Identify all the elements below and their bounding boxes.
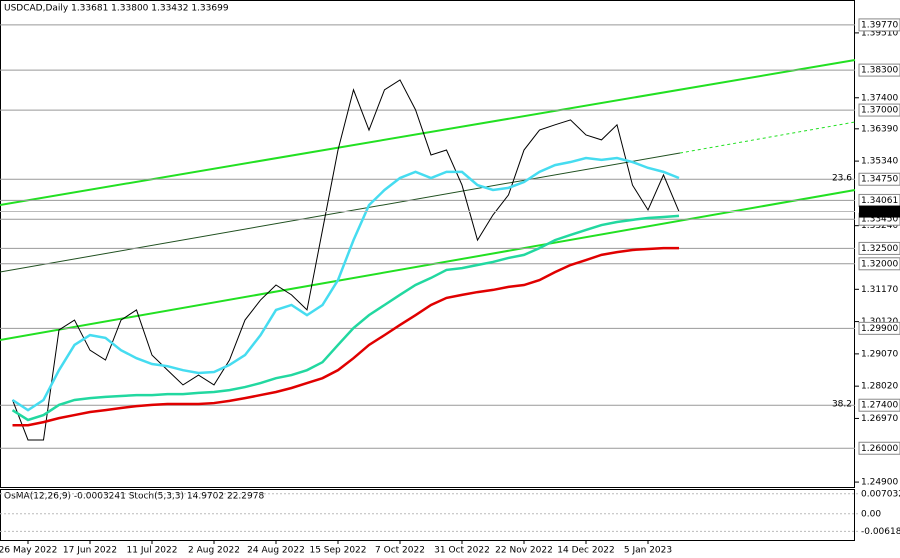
y-tick-label: 1.33240 (861, 221, 898, 231)
level-label: 1.29900 (861, 324, 898, 334)
y-tick-label: 1.31170 (861, 285, 898, 295)
x-tick-label: 7 Oct 2022 (375, 546, 425, 556)
y-tick-label: 1.29070 (861, 349, 898, 359)
level-box (858, 241, 900, 255)
channel-lower (0, 189, 856, 341)
level-box (858, 63, 900, 77)
level-label: 1.37000 (861, 106, 898, 116)
level-box (858, 441, 900, 455)
y-tick-label: 1.39510 (861, 28, 898, 38)
last-price-label: 1.33699 (861, 207, 898, 217)
level-box (858, 257, 900, 271)
x-tick-label: 14 Dec 2022 (557, 546, 615, 556)
level-label: 1.26000 (861, 444, 898, 454)
y-tick-label: 1.24900 (861, 478, 898, 488)
level-label: 1.39770 (861, 20, 898, 30)
series-line (12, 79, 680, 441)
level-label: 1.33450 (861, 215, 898, 225)
fib-label: 38.2 (832, 400, 852, 410)
channel-mid (0, 152, 681, 273)
fib-label: 23.6 (832, 174, 852, 184)
osc-tick-label: 0.007032 (861, 489, 900, 499)
x-tick-label: 24 Aug 2022 (247, 546, 305, 556)
y-tick-label: 1.36390 (861, 124, 898, 134)
x-tick-label: 31 Oct 2022 (434, 546, 490, 556)
series-line (11, 214, 680, 422)
oscillator-panel (0, 489, 855, 541)
level-box (858, 398, 900, 412)
x-tick-label: 15 Sep 2022 (309, 546, 366, 556)
level-box (858, 321, 900, 335)
x-tick-label: 2 Aug 2022 (188, 546, 240, 556)
oscillator-title: OsMA(12,26,9) -0.0003241 Stoch(5,3,3) 14… (4, 492, 264, 502)
y-tick-label: 1.35340 (861, 157, 898, 167)
level-label: 1.32000 (861, 259, 898, 269)
osc-tick-label: -0.006188 (861, 527, 900, 537)
level-box (858, 172, 900, 186)
price-panel (0, 0, 855, 488)
y-tick-label: 1.37400 (861, 93, 898, 103)
level-box (858, 18, 900, 32)
series-line (11, 156, 680, 412)
level-label: 1.34750 (861, 175, 898, 185)
x-tick-label: 11 Jul 2022 (127, 546, 178, 556)
x-tick-label: 26 May 2022 (0, 546, 57, 556)
channel-upper (0, 59, 856, 206)
y-tick-label: 1.26970 (861, 414, 898, 424)
y-tick-label: 1.28020 (861, 382, 898, 392)
level-label: 1.34061 (861, 196, 898, 206)
level-label: 1.27400 (861, 401, 898, 411)
last-price-box (859, 205, 900, 218)
series-line (12, 246, 679, 427)
level-box (858, 103, 900, 117)
chart-title: USDCAD,Daily 1.33681 1.33800 1.33432 1.3… (4, 4, 229, 14)
osc-tick-label: 0.00 (861, 509, 881, 519)
level-label: 1.32500 (861, 244, 898, 254)
x-tick-label: 22 Nov 2022 (495, 546, 553, 556)
level-label: 1.38300 (861, 66, 898, 76)
x-tick-label: 5 Jan 2023 (624, 546, 672, 556)
x-tick-label: 17 Jun 2022 (63, 546, 117, 556)
